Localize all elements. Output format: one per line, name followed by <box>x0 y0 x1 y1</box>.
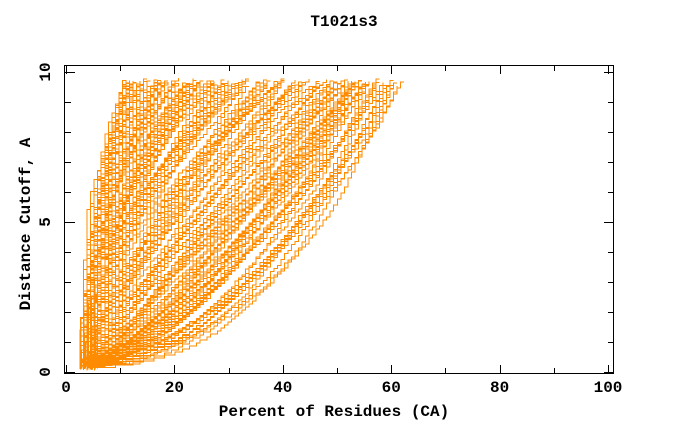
x-tick-label: 40 <box>273 379 293 397</box>
x-tick-label: 100 <box>593 379 623 397</box>
model-curves <box>79 78 405 371</box>
model-curve <box>86 84 331 370</box>
model-curve <box>90 82 282 371</box>
chart-title: T1021s3 <box>310 13 378 31</box>
model-curve <box>97 81 405 368</box>
model-curve <box>84 86 366 366</box>
y-axis-label: Distance Cutoff, A <box>17 137 35 311</box>
model-curve <box>90 80 394 369</box>
model-curve <box>86 85 387 362</box>
model-curve <box>86 82 384 371</box>
model-curve <box>86 85 295 362</box>
y-tick-label: 5 <box>37 217 55 227</box>
model-curve <box>86 81 370 364</box>
model-curve <box>90 85 197 365</box>
y-tick-label: 10 <box>37 62 55 82</box>
x-tick-label: 20 <box>164 379 184 397</box>
model-curve <box>94 83 341 366</box>
model-curve <box>86 82 355 368</box>
plot-border <box>64 65 614 374</box>
model-curve <box>93 83 236 366</box>
x-tick-label: 60 <box>381 379 401 397</box>
model-curve <box>83 82 395 368</box>
model-curve <box>90 80 345 363</box>
model-curve <box>83 80 169 363</box>
model-curve <box>90 84 214 368</box>
model-curve <box>80 84 225 370</box>
x-tick-label: 0 <box>61 379 71 397</box>
x-axis-label: Percent of Residues (CA) <box>218 403 450 421</box>
model-curve <box>90 81 246 364</box>
model-curve <box>86 85 144 368</box>
x-tick-label: 80 <box>489 379 510 397</box>
y-tick-label: 0 <box>37 367 55 377</box>
model-curve <box>81 86 313 369</box>
model-curve <box>86 85 394 362</box>
